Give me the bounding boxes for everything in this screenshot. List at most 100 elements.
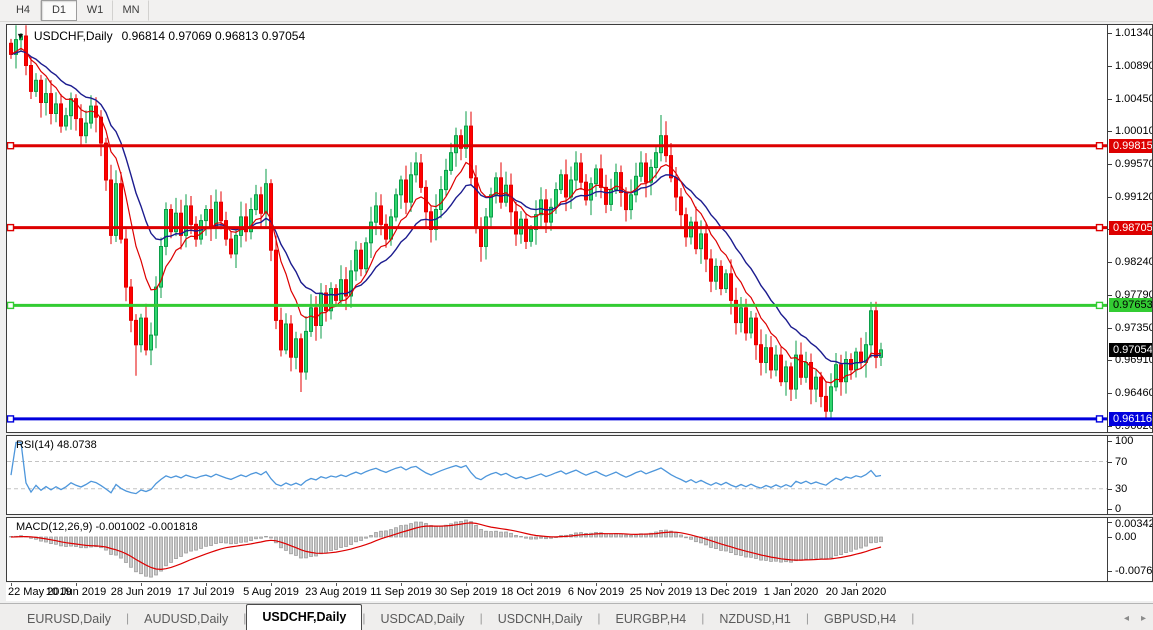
macd-histogram-bar <box>184 536 188 554</box>
date-label: 5 Aug 2019 <box>243 586 299 598</box>
tab-scroll-left-icon[interactable]: ◂ <box>1123 613 1129 624</box>
line-handle[interactable] <box>1095 415 1104 423</box>
line-handle[interactable] <box>7 223 15 232</box>
macd-histogram-bar <box>444 524 448 538</box>
timeframe-w1-button[interactable]: W1 <box>77 0 113 21</box>
macd-histogram-bar <box>534 536 538 540</box>
macd-histogram-bar <box>129 536 133 568</box>
axis-tick-mark <box>1108 522 1112 523</box>
macd-histogram-bar <box>299 536 303 559</box>
tab-audusd-daily[interactable]: AUDUSD,Daily <box>144 612 229 626</box>
candle <box>249 197 253 240</box>
timeframe-d1-button[interactable]: D1 <box>41 0 77 21</box>
candle <box>84 110 88 144</box>
candle <box>874 301 878 369</box>
tab-usdcad-daily[interactable]: USDCAD,Daily <box>380 612 465 626</box>
candle <box>829 373 833 418</box>
macd-panel[interactable]: MACD(12,26,9) -0.001002 -0.001818 0.0034… <box>6 517 1153 582</box>
macd-histogram-bar <box>224 536 228 544</box>
horizontal-level-line[interactable] <box>7 141 1107 150</box>
candle <box>659 115 663 162</box>
macd-histogram-bar <box>314 536 318 557</box>
timeframe-mn-button[interactable]: MN <box>113 0 149 21</box>
symbol-tab-bar: EURUSD,Daily | AUDUSD,Daily | USDCHF,Daily | U… <box>0 603 1153 630</box>
horizontal-level-line[interactable] <box>7 223 1107 232</box>
tab-usdchf-daily[interactable]: USDCHF,Daily <box>246 604 363 630</box>
price-tick-label: 0.97350 <box>1115 322 1153 334</box>
macd-histogram-bar <box>164 536 168 567</box>
macd-histogram-bar <box>324 536 328 554</box>
macd-histogram-bar <box>119 536 123 559</box>
rsi-chart-canvas[interactable] <box>7 436 1107 514</box>
macd-histogram-bar <box>824 536 828 560</box>
price-tick-label: 0.99120 <box>1115 191 1153 203</box>
macd-histogram-bar <box>494 530 498 538</box>
tab-scroll-arrows: ◂ ▸ <box>1124 613 1146 624</box>
candle <box>59 94 63 133</box>
timeframe-h4-button[interactable]: H4 <box>5 0 41 21</box>
candle <box>149 322 153 366</box>
tab-scroll-right-icon[interactable]: ▸ <box>1140 613 1146 624</box>
candle <box>864 332 868 378</box>
candle <box>64 107 68 131</box>
price-axis[interactable]: 1.01340 1.00890 1.00450 1.00010 0.99570 0.991… <box>1107 25 1153 432</box>
rsi-panel[interactable]: RSI(14) 48.0738 100 70 30 0 <box>6 435 1153 515</box>
macd-chart-canvas[interactable] <box>7 518 1107 581</box>
candle <box>849 353 853 380</box>
axis-tick-mark <box>1108 393 1112 394</box>
tab-eurusd-daily[interactable]: EURUSD,Daily <box>27 612 112 626</box>
tab-gbpusd-h4[interactable]: GBPUSD,H4 <box>823 612 897 626</box>
macd-histogram-bar <box>589 532 593 538</box>
candle <box>619 165 623 207</box>
macd-histogram-bar <box>519 536 523 538</box>
date-axis[interactable]: 22 May 2019 10 Jun 2019 28 Jun 2019 17 Jul … <box>6 583 1153 601</box>
chart-dropdown-icon[interactable]: ▼ <box>16 31 25 41</box>
macd-histogram-bar <box>649 532 653 538</box>
macd-histogram-bar <box>804 536 808 560</box>
price-tick-label: 0.98240 <box>1115 256 1153 268</box>
macd-histogram-bar <box>84 536 88 549</box>
line-handle[interactable] <box>1095 223 1104 232</box>
line-handle[interactable] <box>1095 141 1104 150</box>
candle <box>384 214 388 248</box>
candle <box>399 175 403 209</box>
tab-nzdusd-h1[interactable]: NZDUSD,H1 <box>719 612 791 626</box>
candlestick-chart-canvas[interactable] <box>7 25 1107 432</box>
macd-histogram-bar <box>849 536 853 552</box>
horizontal-level-line[interactable] <box>7 301 1107 310</box>
date-label: 25 Nov 2019 <box>629 586 693 598</box>
candle <box>604 174 608 214</box>
candle <box>364 237 368 275</box>
macd-histogram-bar <box>624 534 628 538</box>
candle <box>754 312 758 360</box>
candle <box>449 142 453 175</box>
line-handle[interactable] <box>7 301 15 310</box>
candle <box>139 313 143 353</box>
date-tick-mark <box>11 583 12 586</box>
tab-eurgbp-h4[interactable]: EURGBP,H4 <box>615 612 687 626</box>
tab-separator: | <box>362 611 366 625</box>
tab-separator: | <box>479 611 483 625</box>
macd-scale-axis: 0.0034280.00 -0.007615 <box>1107 518 1153 581</box>
candle <box>229 231 233 259</box>
horizontal-level-line[interactable] <box>7 415 1107 423</box>
date-label: 17 Jul 2019 <box>177 586 235 598</box>
main-chart-panel[interactable]: ▼ USDCHF,Daily 0.96814 0.97069 0.96813 0… <box>6 24 1153 433</box>
candle <box>759 329 763 376</box>
candle <box>839 354 843 396</box>
level-price-tag: 0.99815 <box>1109 139 1152 153</box>
macd-histogram-bar <box>774 536 778 562</box>
price-tick-label: 1.00010 <box>1115 125 1153 137</box>
macd-histogram-bar <box>504 531 508 538</box>
axis-tick-mark <box>1108 328 1112 329</box>
macd-histogram-bar <box>364 536 368 539</box>
tab-separator: | <box>597 611 601 625</box>
price-tick-label: 0.96910 <box>1115 354 1153 366</box>
line-handle[interactable] <box>7 141 15 150</box>
macd-histogram-bar <box>399 525 403 538</box>
tab-usdcnh-daily[interactable]: USDCNH,Daily <box>497 612 583 626</box>
moving-average-line <box>10 50 882 365</box>
macd-scale-label: -0.007615 <box>1115 565 1153 577</box>
line-handle[interactable] <box>1095 301 1104 310</box>
line-handle[interactable] <box>7 415 15 423</box>
